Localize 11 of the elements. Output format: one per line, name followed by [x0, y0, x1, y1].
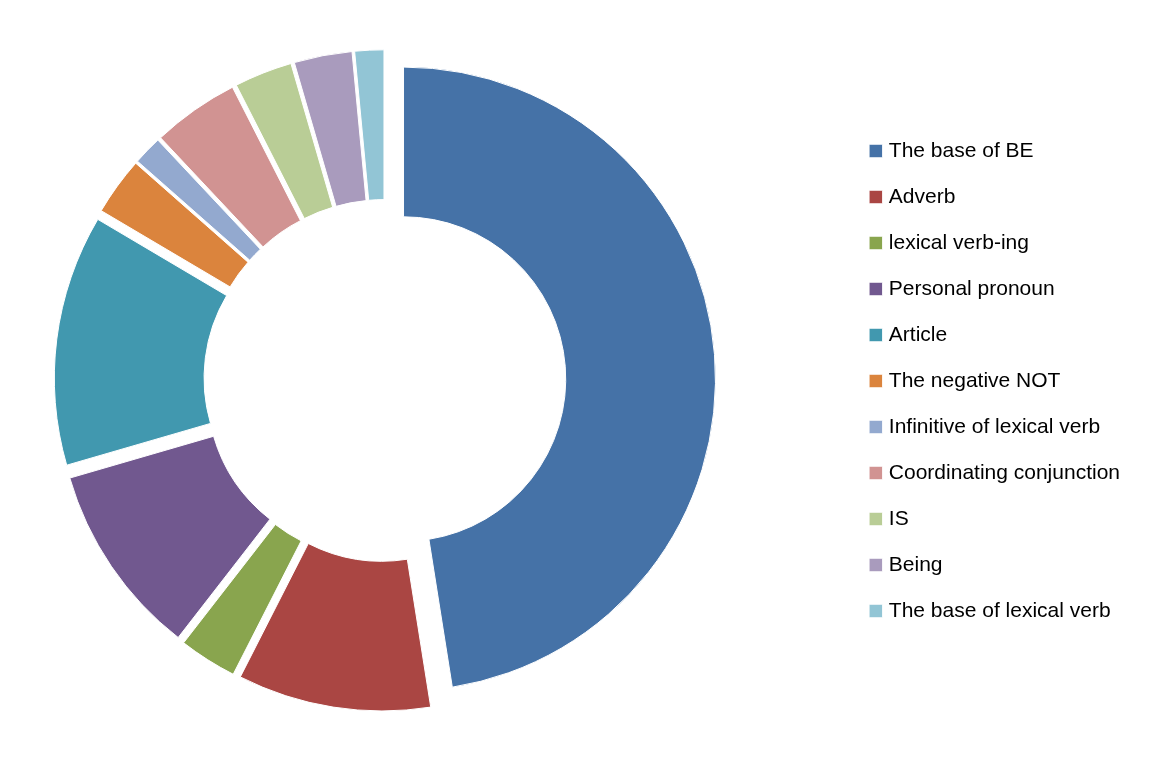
- legend-label: The negative NOT: [888, 368, 1061, 392]
- legend-label: Article: [888, 322, 948, 346]
- legend-label: IS: [888, 506, 909, 530]
- legend-label: Infinitive of lexical verb: [888, 414, 1101, 438]
- legend-label: Personal pronoun: [888, 276, 1055, 300]
- legend-label: Coordinating conjunction: [888, 460, 1120, 484]
- legend-label: Being: [888, 552, 943, 576]
- legend-label: The base of BE: [888, 138, 1034, 162]
- legend-label: lexical verb-ing: [888, 230, 1029, 254]
- legend-label: Adverb: [888, 184, 956, 208]
- legend-label: The base of lexical verb: [888, 598, 1111, 622]
